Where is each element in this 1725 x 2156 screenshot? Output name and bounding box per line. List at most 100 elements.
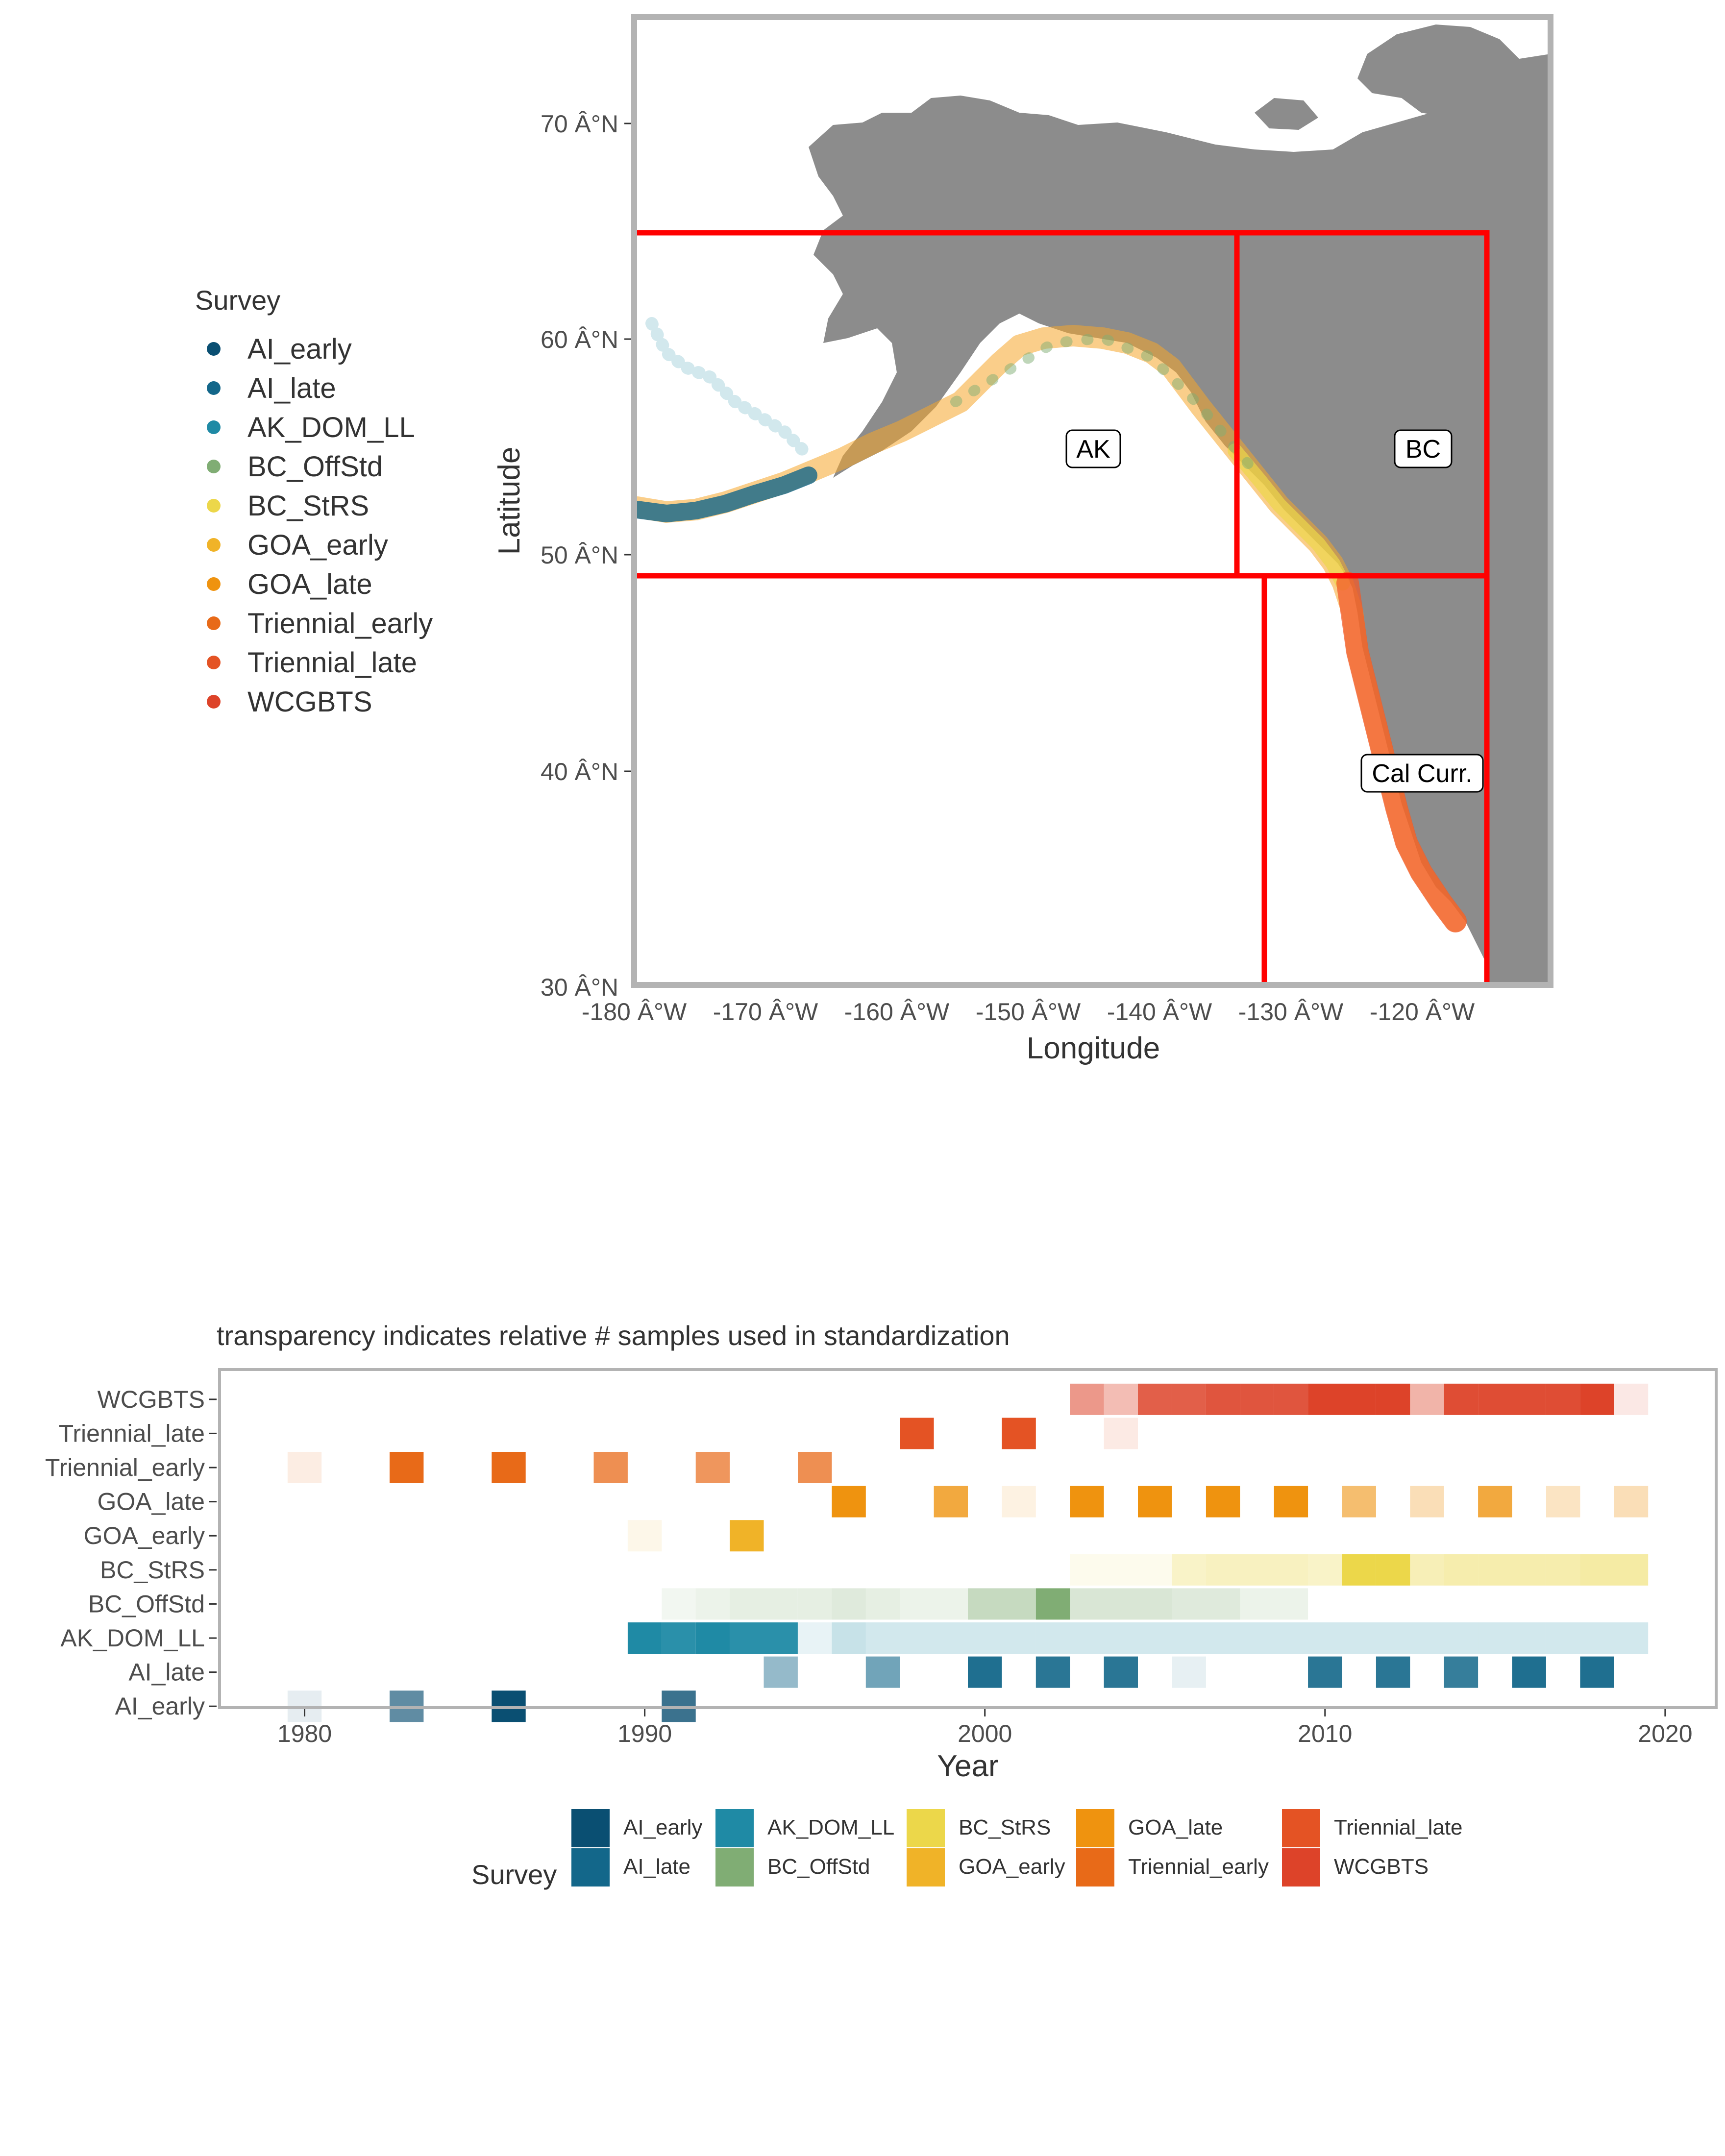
x-tick-label-1990: 1990 xyxy=(617,1720,672,1747)
heatmap-panel-border xyxy=(218,1368,1718,1709)
heat-cell-wcgbts-2005 xyxy=(1138,1383,1172,1415)
svg-text:GOA_late: GOA_late xyxy=(247,568,372,600)
heat-legend-item-ai-early: AI_early xyxy=(571,1809,702,1847)
svg-text:-150 Â°W: -150 Â°W xyxy=(976,998,1081,1026)
heat-cell-ak-dom-ll-2008 xyxy=(1240,1622,1274,1654)
heat-cell-ak-dom-ll-1997 xyxy=(865,1622,900,1654)
heat-cell-ak-dom-ll-1994 xyxy=(764,1622,798,1654)
svg-text:Survey: Survey xyxy=(195,285,280,316)
svg-text:WCGBTS: WCGBTS xyxy=(1334,1855,1429,1879)
x-tick-label-2000: 2000 xyxy=(958,1720,1012,1747)
heat-cell-ak-dom-ll-1992 xyxy=(695,1622,730,1654)
heatmap-x-axis-title: Year xyxy=(937,1749,998,1783)
heat-cell-bc-strs-2014 xyxy=(1444,1554,1479,1586)
heat-cell-ak-dom-ll-2001 xyxy=(1002,1622,1036,1654)
heat-cell-triennial-early-1983 xyxy=(390,1452,424,1483)
arctic-island xyxy=(1357,24,1551,147)
heat-cell-wcgbts-2012 xyxy=(1376,1383,1410,1415)
heat-cell-goa-late-2015 xyxy=(1478,1486,1512,1518)
svg-text:Triennial_late: Triennial_late xyxy=(1334,1815,1463,1839)
heat-cell-goa-late-2005 xyxy=(1138,1486,1172,1518)
map-legend-item-goa-early: GOA_early xyxy=(207,529,388,561)
survey-year-heatmap: transparency indicates relative # sample… xyxy=(45,1320,1718,1890)
svg-text:-180 Â°W: -180 Â°W xyxy=(582,998,687,1026)
heat-cell-triennial-early-1980 xyxy=(287,1452,322,1483)
heat-cell-ak-dom-ll-2017 xyxy=(1546,1622,1580,1654)
heat-cell-bc-strs-2004 xyxy=(1104,1554,1138,1586)
heat-cell-wcgbts-2009 xyxy=(1274,1383,1308,1415)
heat-cell-ak-dom-ll-2007 xyxy=(1206,1622,1240,1654)
heat-cell-bc-offstd-2006 xyxy=(1172,1588,1206,1620)
heat-cell-wcgbts-2007 xyxy=(1206,1383,1240,1415)
heat-cell-bc-strs-2008 xyxy=(1240,1554,1274,1586)
y-label-ak-dom-ll: AK_DOM_LL xyxy=(60,1624,205,1652)
heat-cell-bc-offstd-2008 xyxy=(1240,1588,1274,1620)
heat-cell-goa-late-1999 xyxy=(934,1486,968,1518)
heat-cell-goa-late-2003 xyxy=(1070,1486,1104,1518)
map-legend-item-ak-dom-ll: AK_DOM_LL xyxy=(207,412,415,443)
heat-cell-wcgbts-2010 xyxy=(1308,1383,1342,1415)
svg-text:50 Â°N: 50 Â°N xyxy=(541,541,618,569)
heat-cell-wcgbts-2017 xyxy=(1546,1383,1580,1415)
heat-cell-bc-strs-2012 xyxy=(1376,1554,1410,1586)
svg-text:AI_late: AI_late xyxy=(623,1855,690,1879)
x-tick-label-2020: 2020 xyxy=(1638,1720,1692,1747)
heat-cell-wcgbts-2004 xyxy=(1104,1383,1138,1415)
heat-cell-bc-offstd-1996 xyxy=(832,1588,866,1620)
heat-cell-goa-late-1996 xyxy=(832,1486,866,1518)
heat-cell-ak-dom-ll-1990 xyxy=(627,1622,662,1654)
heat-cell-ak-dom-ll-2019 xyxy=(1614,1622,1649,1654)
heat-cell-ak-dom-ll-2014 xyxy=(1444,1622,1479,1654)
svg-text:-160 Â°W: -160 Â°W xyxy=(844,998,950,1026)
heat-cell-bc-offstd-1998 xyxy=(900,1588,934,1620)
y-label-ai-early: AI_early xyxy=(115,1692,205,1720)
svg-text:Triennial_early: Triennial_early xyxy=(247,608,433,639)
svg-text:GOA_late: GOA_late xyxy=(1128,1815,1223,1839)
y-label-bc-offstd: BC_OffStd xyxy=(88,1590,205,1617)
y-label-bc-strs: BC_StRS xyxy=(100,1556,205,1584)
heat-legend-item-ak-dom-ll: AK_DOM_LL xyxy=(715,1809,894,1847)
svg-text:-130 Â°W: -130 Â°W xyxy=(1238,998,1344,1026)
heat-cell-bc-strs-2005 xyxy=(1138,1554,1172,1586)
map-legend-item-bc-strs: BC_StRS xyxy=(207,490,369,522)
heat-cell-bc-offstd-2000 xyxy=(968,1588,1002,1620)
heat-cell-bc-offstd-1999 xyxy=(934,1588,968,1620)
heat-cell-bc-strs-2009 xyxy=(1274,1554,1308,1586)
heat-cell-ak-dom-ll-2012 xyxy=(1376,1622,1410,1654)
map-panel-border xyxy=(631,14,1553,988)
y-label-triennial-late: Triennial_late xyxy=(59,1420,205,1447)
heat-cell-ak-dom-ll-2016 xyxy=(1512,1622,1546,1654)
heat-cell-goa-late-2013 xyxy=(1410,1486,1444,1518)
svg-text:Triennial_late: Triennial_late xyxy=(247,647,417,679)
heat-cell-ak-dom-ll-1991 xyxy=(662,1622,696,1654)
heat-legend-item-triennial-early: Triennial_early xyxy=(1076,1848,1269,1886)
heat-legend-item-goa-late: GOA_late xyxy=(1076,1809,1223,1847)
map-y-axis-title: Latitude xyxy=(493,447,526,555)
heat-cell-ak-dom-ll-2013 xyxy=(1410,1622,1444,1654)
heat-legend-item-ai-late: AI_late xyxy=(571,1848,690,1886)
heat-cell-ak-dom-ll-2000 xyxy=(968,1622,1002,1654)
heat-cell-bc-strs-2019 xyxy=(1614,1554,1649,1586)
heat-cell-bc-offstd-1995 xyxy=(798,1588,832,1620)
heat-cell-goa-early-1993 xyxy=(730,1520,764,1552)
svg-text:WCGBTS: WCGBTS xyxy=(247,686,372,718)
svg-text:BC_StRS: BC_StRS xyxy=(247,490,369,522)
svg-text:Cal Curr.: Cal Curr. xyxy=(1372,760,1472,788)
region-label-ak: AK xyxy=(1065,429,1121,468)
x-tick-label-1980: 1980 xyxy=(277,1720,332,1747)
map-legend: Survey AI_early AI_late AK_DOM_LL BC_OffStd… xyxy=(195,285,433,718)
svg-text:30 Â°N: 30 Â°N xyxy=(541,974,618,1001)
heat-cell-ai-late-2002 xyxy=(1035,1656,1070,1688)
heatmap-legend: Survey AI_early AI_late AK_DOM_LL BC_OffStd… xyxy=(471,1809,1463,1890)
map-legend-item-bc-offstd: BC_OffStd xyxy=(207,451,383,483)
heat-cell-wcgbts-2013 xyxy=(1410,1383,1444,1415)
heat-cell-triennial-late-2001 xyxy=(1002,1418,1036,1449)
svg-text:GOA_early: GOA_early xyxy=(247,529,388,561)
heat-cell-wcgbts-2006 xyxy=(1172,1383,1206,1415)
svg-text:AK_DOM_LL: AK_DOM_LL xyxy=(767,1815,894,1839)
svg-text:AK_DOM_LL: AK_DOM_LL xyxy=(247,412,415,443)
svg-text:BC_OffStd: BC_OffStd xyxy=(247,451,383,483)
heat-cell-bc-offstd-2001 xyxy=(1002,1588,1036,1620)
heat-cell-ak-dom-ll-2006 xyxy=(1172,1622,1206,1654)
heat-cell-wcgbts-2019 xyxy=(1614,1383,1649,1415)
